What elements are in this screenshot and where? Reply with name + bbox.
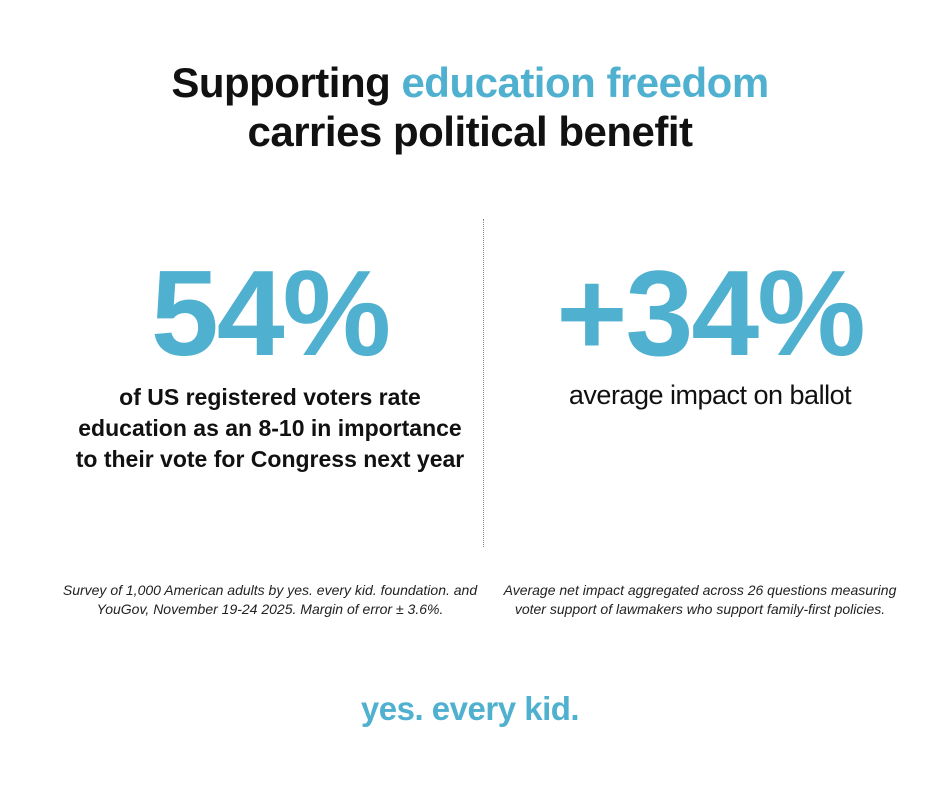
stat-left-value: 54% [150,245,391,381]
headline-accent: education freedom [401,59,769,106]
brand-logo: yes. every kid. [360,690,580,727]
footnote-left: Survey of 1,000 American adults by yes. … [62,582,478,617]
headline: Supporting education freedom carries pol… [0,58,940,156]
stat-right-value: +34% [556,245,865,381]
stat-left-description: of US registered voters rate education a… [75,384,465,472]
stat-right: +34% average impact on ballot [500,245,920,412]
footnote-right: Average net impact aggregated across 26 … [503,582,897,617]
headline-part1: Supporting [171,59,402,106]
column-divider [483,219,484,547]
stat-left: 54% of US registered voters rate educati… [70,245,470,475]
headline-line2: carries political benefit [247,108,694,155]
stat-right-description: average impact on ballot [568,380,852,410]
